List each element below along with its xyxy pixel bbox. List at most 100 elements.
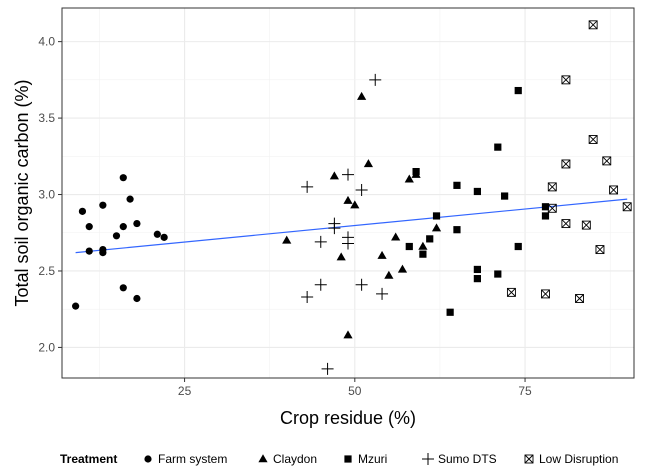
point-low-disruption: [622, 202, 632, 212]
legend-label-mzuri: Mzuri: [358, 452, 387, 466]
point-farm-system: [78, 207, 87, 215]
point-sumo-dts: [376, 287, 389, 300]
point-mzuri: [473, 275, 481, 283]
point-low-disruption: [547, 203, 557, 213]
point-farm-system: [119, 284, 127, 292]
y-tick-label: 2.0: [38, 340, 55, 354]
point-mzuri: [541, 203, 550, 211]
legend-marker-farm-system: [144, 455, 152, 463]
point-sumo-dts: [321, 362, 334, 375]
point-claydon: [431, 223, 442, 232]
point-mzuri: [501, 192, 509, 200]
point-sumo-dts: [301, 180, 314, 193]
point-low-disruption: [575, 294, 584, 303]
point-claydon: [418, 241, 428, 250]
point-mzuri: [405, 242, 413, 251]
point-farm-system: [85, 223, 93, 231]
point-sumo-dts: [342, 168, 354, 181]
point-farm-system: [119, 174, 127, 182]
point-claydon: [384, 270, 394, 279]
point-farm-system: [160, 233, 168, 241]
legend-label-claydon: Claydon: [273, 452, 317, 466]
point-mzuri: [514, 242, 522, 251]
point-mzuri: [494, 270, 502, 278]
point-mzuri: [412, 167, 420, 176]
point-claydon: [377, 250, 387, 259]
point-sumo-dts: [369, 73, 382, 86]
point-low-disruption: [602, 156, 612, 166]
point-farm-system: [153, 230, 161, 238]
point-low-disruption: [547, 182, 557, 192]
legend-marker-sumo-dts: [422, 453, 434, 465]
legend-label-sumo-dts: Sumo DTS: [438, 452, 497, 466]
point-low-disruption: [561, 219, 571, 229]
point-sumo-dts: [314, 278, 327, 291]
point-low-disruption: [588, 135, 598, 144]
point-farm-system: [119, 223, 127, 231]
legend-label-farm-system: Farm system: [158, 452, 227, 466]
point-mzuri: [453, 181, 461, 189]
y-tick-label: 3.0: [38, 188, 55, 202]
point-claydon: [282, 235, 292, 244]
point-mzuri: [419, 250, 427, 258]
x-tick-label: 50: [348, 384, 362, 398]
point-farm-system: [72, 302, 80, 310]
point-mzuri: [432, 212, 441, 220]
point-low-disruption: [561, 159, 571, 169]
point-claydon: [343, 195, 353, 204]
trend-line: [75, 198, 628, 254]
y-tick-label: 4.0: [38, 35, 55, 49]
point-claydon: [329, 171, 339, 180]
point-low-disruption: [588, 20, 598, 30]
point-low-disruption: [506, 287, 516, 297]
point-low-disruption: [541, 289, 550, 299]
x-tick-label: 25: [178, 384, 192, 398]
x-tick-label: 75: [518, 384, 532, 398]
point-farm-system: [112, 232, 121, 240]
point-farm-system: [99, 249, 107, 257]
y-tick-label: 3.5: [38, 111, 55, 125]
point-mzuri: [453, 226, 461, 234]
point-mzuri: [541, 212, 550, 220]
point-sumo-dts: [328, 222, 341, 235]
point-claydon: [357, 91, 367, 100]
x-axis-title: Crop residue (%): [280, 408, 416, 428]
point-low-disruption: [581, 220, 591, 230]
point-farm-system: [126, 195, 134, 203]
y-tick-label: 2.5: [38, 264, 55, 278]
point-claydon: [336, 252, 346, 261]
point-low-disruption: [609, 185, 619, 195]
point-sumo-dts: [342, 237, 354, 250]
y-axis-title: Total soil organic carbon (%): [12, 79, 32, 306]
plot-panel-border: [61, 7, 635, 379]
legend-title: Treatment: [60, 452, 117, 466]
legend: Treatment Farm system Claydon Mzuri Sumo DTS…: [60, 452, 618, 466]
point-claydon: [397, 264, 408, 273]
point-claydon: [363, 159, 374, 168]
legend-label-low-disruption: Low Disruption: [539, 452, 618, 466]
legend-marker-low-disruption: [524, 454, 534, 464]
legend-marker-claydon: [258, 454, 268, 463]
point-sumo-dts: [314, 235, 327, 248]
point-farm-system: [85, 247, 93, 255]
point-low-disruption: [595, 245, 605, 255]
point-farm-system: [133, 219, 141, 228]
point-mzuri: [514, 86, 522, 95]
point-mzuri: [494, 143, 502, 151]
point-claydon: [343, 330, 353, 339]
point-claydon: [404, 174, 414, 183]
point-sumo-dts: [355, 278, 368, 291]
point-claydon: [350, 200, 360, 209]
point-mzuri: [426, 235, 434, 243]
point-low-disruption: [561, 75, 571, 85]
point-claydon: [391, 232, 401, 241]
point-farm-system: [99, 201, 107, 209]
legend-marker-mzuri: [344, 455, 352, 463]
point-mzuri: [446, 308, 454, 316]
point-mzuri: [473, 187, 481, 196]
point-sumo-dts: [301, 290, 314, 303]
point-farm-system: [133, 294, 141, 303]
point-mzuri: [473, 265, 481, 274]
